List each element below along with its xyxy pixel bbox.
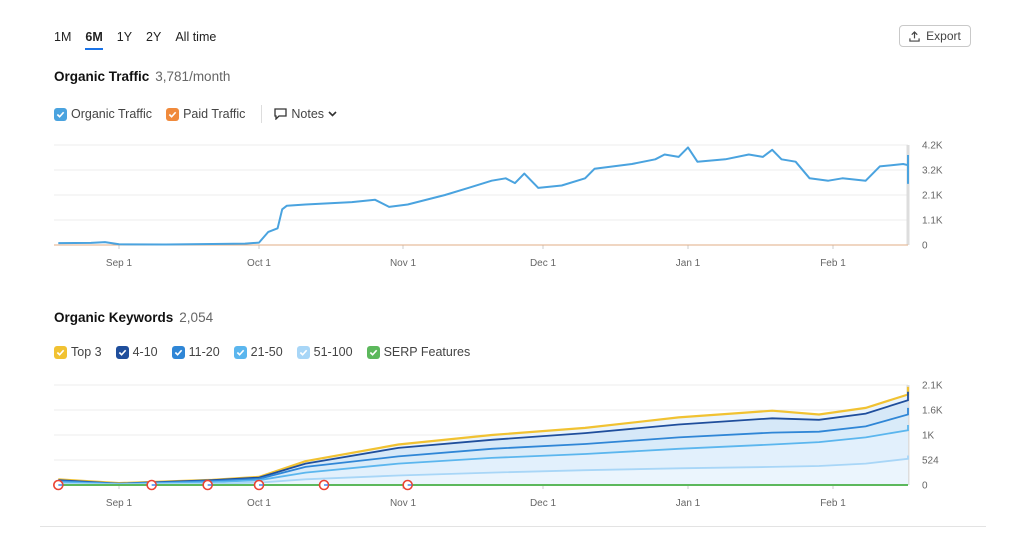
google-update-icon[interactable] [53,479,64,491]
google-update-icon[interactable] [318,479,330,491]
range-tab-6m[interactable]: 6M [85,30,103,50]
chevron-down-icon [328,111,337,117]
legend-4-10-label: 4-10 [132,345,158,359]
keywords-title: Organic Keywords 2,054 [54,310,213,325]
legend-organic-label: Organic Traffic [71,107,153,121]
notes-dropdown[interactable]: Notes [274,107,337,121]
checkbox-checked-icon [366,345,380,359]
x-tick-label: Nov 1 [390,258,417,269]
y-tick-label: 4.2K [922,141,943,152]
legend-51-100-label: 51-100 [313,345,353,359]
keywords-value: 2,054 [179,310,214,325]
checkbox-checked-icon [166,107,180,121]
checkbox-checked-icon [296,345,310,359]
notes-label: Notes [291,107,325,121]
range-tab-2y[interactable]: 2Y [146,30,162,44]
range-tab-all-time[interactable]: All time [175,30,217,44]
series-4-10-line [58,391,909,485]
legend-paid-traffic[interactable]: Paid Traffic [166,107,245,121]
keywords-legend: Top 3 4-10 11-20 21-50 51-100 SERP Featu… [54,345,484,359]
y-tick-label: 1.1K [922,216,943,227]
legend-organic-traffic[interactable]: Organic Traffic [54,107,152,121]
google-update-icon[interactable] [253,479,265,491]
x-tick-label: Sep 1 [106,498,133,509]
legend-21-50[interactable]: 21-50 [233,345,283,359]
legend-top3[interactable]: Top 3 [54,345,102,359]
traffic-value: 3,781/month [155,69,231,84]
export-button[interactable]: Export [899,25,971,47]
legend-51-100[interactable]: 51-100 [296,345,353,359]
organic-traffic-chart: 4.2K 3.2K 2.1K 1.1K 0 Sep 1 Oct 1 Nov 1 Dec 1 Jan… [54,141,943,269]
x-tick-label: Sep 1 [106,258,133,269]
checkbox-checked-icon [54,107,67,121]
y-tick-label: 1.6K [922,406,943,417]
y-tick-label: 0 [922,241,928,252]
legend-top3-label: Top 3 [71,345,102,359]
legend-divider [261,105,263,123]
upload-icon [909,30,920,42]
x-tick-label: Dec 1 [530,258,557,269]
x-tick-label: Oct 1 [247,258,271,269]
bottom-divider [40,526,986,527]
series-11-20-line [58,407,909,485]
traffic-legend: Organic Traffic Paid Traffic Notes [54,105,337,123]
x-tick-label: Jan 1 [676,258,701,269]
checkbox-checked-icon [171,345,185,359]
google-update-icon[interactable] [146,479,157,491]
legend-paid-label: Paid Traffic [183,107,246,121]
legend-serp-features[interactable]: SERP Features [366,345,471,359]
google-update-icon[interactable] [202,479,213,491]
series-51-100-line [58,455,909,486]
note-icon [274,108,288,120]
x-tick-label: Jan 1 [676,498,701,509]
legend-serp-label: SERP Features [383,345,471,359]
export-label: Export [926,29,961,43]
keywords-title-text: Organic Keywords [54,310,174,325]
x-tick-label: Feb 1 [820,498,846,509]
range-tab-1y[interactable]: 1Y [116,30,133,44]
checkbox-checked-icon [54,345,67,359]
range-tab-1m[interactable]: 1M [54,30,72,44]
organic-keywords-chart: 2.1K 1.6K 1K 524 0 Sep 1 Oct 1 Nov 1 Dec 1 Jan 1 F… [53,381,943,509]
traffic-title: Organic Traffic 3,781/month [54,69,230,84]
legend-11-20-label: 11-20 [188,345,220,359]
y-tick-label: 2.1K [922,191,943,202]
y-tick-label: 2.1K [922,381,943,392]
legend-11-20[interactable]: 11-20 [171,345,220,359]
x-tick-label: Oct 1 [247,498,271,509]
y-tick-label: 1K [922,431,935,442]
x-tick-label: Feb 1 [820,258,846,269]
legend-4-10[interactable]: 4-10 [115,345,158,359]
x-tick-label: Dec 1 [530,498,557,509]
series-51-100-area [58,455,909,485]
y-tick-label: 3.2K [922,166,943,177]
legend-21-50-label: 21-50 [250,345,283,359]
google-update-icon[interactable] [402,479,413,491]
traffic-title-text: Organic Traffic [54,69,150,84]
checkbox-checked-icon [233,345,247,359]
checkbox-checked-icon [115,345,129,359]
series-21-50-line [58,425,909,485]
y-tick-label: 524 [922,456,939,467]
range-tabs: 1M 6M 1Y 2Y All time [54,30,216,50]
x-tick-label: Nov 1 [390,498,417,509]
y-tick-label: 0 [922,481,928,492]
series-organic-traffic [58,146,909,246]
